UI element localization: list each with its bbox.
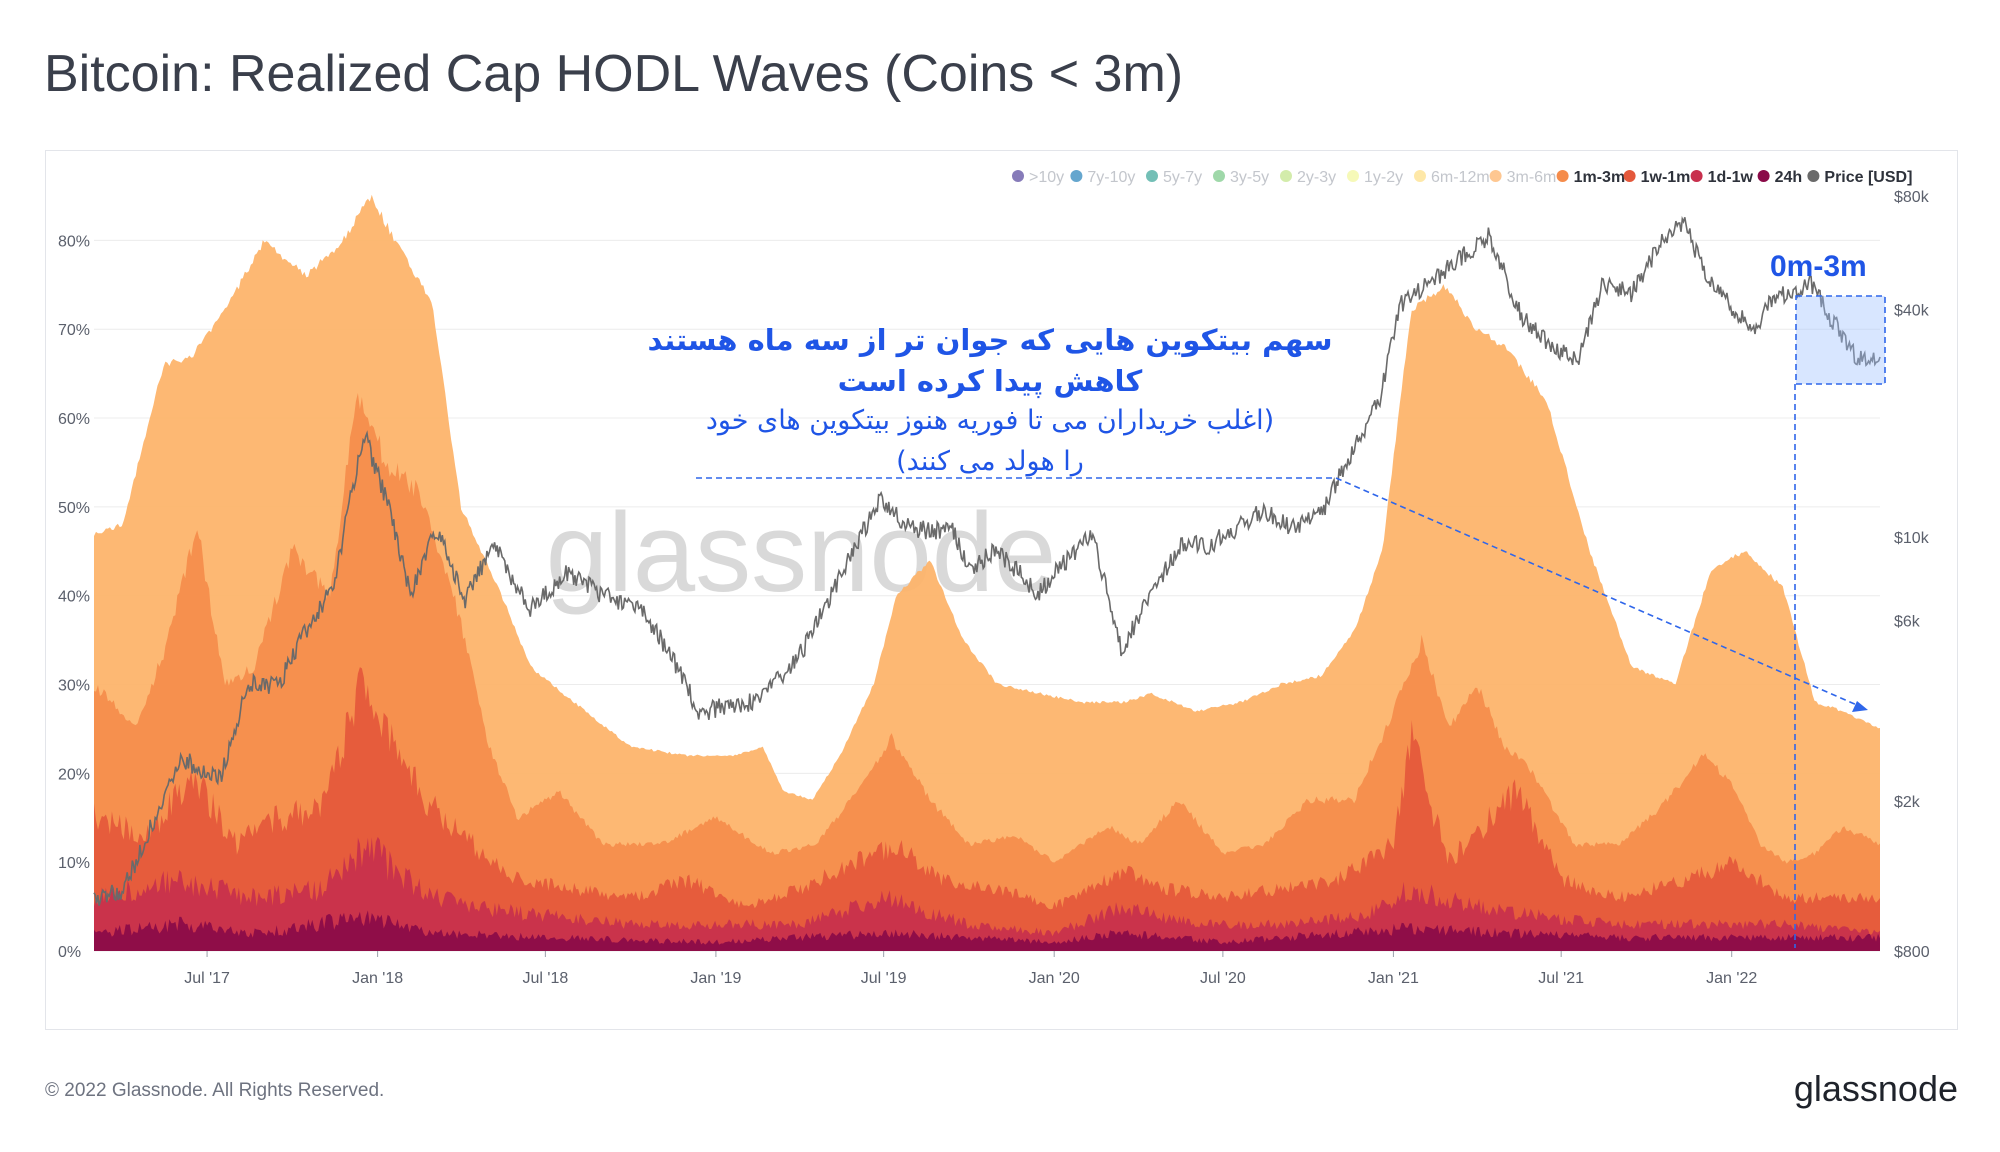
legend-marker <box>1807 170 1820 182</box>
y-left-tick-label: 20% <box>58 766 90 783</box>
y-right-tick-label: $80k <box>1894 189 1930 206</box>
x-tick-label: Jan '22 <box>1706 970 1757 987</box>
area-1d-1w <box>94 836 1880 951</box>
x-tick-label: Jul '18 <box>522 970 568 987</box>
legend-marker <box>1012 170 1024 182</box>
legend-marker <box>1489 170 1502 182</box>
x-tick-label: Jan '18 <box>352 970 403 987</box>
y-left-tick-label: 30% <box>58 678 90 695</box>
y-left-tick-label: 10% <box>58 855 90 872</box>
brand-logo: glassnode <box>1793 1068 1958 1109</box>
legend-marker <box>1213 170 1225 182</box>
area-series <box>94 194 1880 952</box>
area-24h <box>94 910 1880 951</box>
y-right-tick-label: $6k <box>1894 614 1921 631</box>
legend-marker <box>1070 170 1083 182</box>
legend-marker <box>1757 170 1770 182</box>
chart-panel: glassnode 0% 10% 20% 30% 40% 50% 60% 70% 80% $800… <box>45 150 1958 1030</box>
copyright-footer: © 2022 Glassnode. All Rights Reserved. <box>45 1080 385 1101</box>
y-right-tick-label: $40k <box>1894 303 1930 320</box>
x-tick-label: Jul '17 <box>184 970 230 987</box>
annotation-line2: کاهش پیدا کرده است <box>837 364 1143 398</box>
legend-label: 2y-3y <box>1297 169 1336 186</box>
y-left-tick-label: 50% <box>58 500 90 517</box>
legend-marker <box>1146 170 1158 182</box>
legend-label: >10y <box>1029 169 1064 186</box>
legend-label: 1y-2y <box>1364 169 1403 186</box>
annotation-graphics <box>696 295 1886 948</box>
legend-marker <box>1347 170 1359 182</box>
legend-label: 5y-7y <box>1163 169 1202 186</box>
watermark: glassnode <box>546 490 1057 615</box>
legend-label: 1d-1w <box>1708 169 1754 186</box>
legend-marker <box>1556 170 1569 182</box>
legend-label: Price [USD] <box>1824 169 1912 186</box>
legend-label: 3y-5y <box>1230 169 1269 186</box>
legend-marker <box>1690 170 1703 182</box>
annotation-box-label: 0m-3m <box>1770 250 1867 283</box>
y-left-tick-label: 80% <box>58 233 90 250</box>
legend-label: 6m-12m <box>1431 169 1490 186</box>
legend-label: 1m-3m <box>1574 169 1626 186</box>
y-left-tick-label: 0% <box>58 944 81 961</box>
annotation-line3: (اغلب خریداران می تا فوریه هنوز بیتکوین … <box>705 405 1275 436</box>
chart-title: Bitcoin: Realized Cap HODL Waves (Coins … <box>44 45 1184 103</box>
y-left-tick-label: 70% <box>58 322 90 339</box>
x-tick-label: Jul '19 <box>861 970 907 987</box>
y-left-tick-label: 60% <box>58 411 90 428</box>
legend-marker <box>1280 170 1292 182</box>
area-1w-1m <box>94 667 1880 951</box>
x-tick-label: Jul '21 <box>1538 970 1584 987</box>
y-right-tick-label: $10k <box>1894 530 1930 547</box>
price-line <box>93 215 1881 906</box>
area-1m-3m <box>94 393 1880 951</box>
legend: >10y 7y-10y 5y-7y 3y-5y 2y-3y 1y-2y 6m-12m 3m-6… <box>1012 169 1912 186</box>
y-right-tick-label: $2k <box>1894 794 1921 811</box>
price-series <box>93 215 1881 906</box>
annotation-line1: سهم بیتکوین هایی که جوان تر از سه ماه هس… <box>647 323 1333 357</box>
chart-svg: glassnode 0% 10% 20% 30% 40% 50% 60% 70% 80% $800… <box>58 169 1930 987</box>
legend-marker <box>1414 170 1426 182</box>
highlight-box <box>1795 295 1886 385</box>
annotation-line4: را هولد می کنند) <box>896 446 1084 477</box>
legend-label: 7y-10y <box>1087 169 1135 186</box>
y-left-tick-label: 40% <box>58 589 90 606</box>
axes: 0% 10% 20% 30% 40% 50% 60% 70% 80% $800 $2k $6k $10k… <box>58 189 1930 987</box>
x-tick-label: Jan '20 <box>1029 970 1080 987</box>
x-tick-label: Jul '20 <box>1200 970 1246 987</box>
y-right-tick-label: $800 <box>1894 944 1930 961</box>
trend-arrow-line <box>1335 477 1867 710</box>
legend-label: 24h <box>1775 169 1803 186</box>
legend-marker <box>1623 170 1636 182</box>
x-tick-label: Jan '19 <box>690 970 741 987</box>
x-tick-label: Jan '21 <box>1368 970 1419 987</box>
legend-label: 1w-1m <box>1641 169 1691 186</box>
legend-label: 3m-6m <box>1507 169 1557 186</box>
trend-arrow-head <box>1852 701 1868 712</box>
